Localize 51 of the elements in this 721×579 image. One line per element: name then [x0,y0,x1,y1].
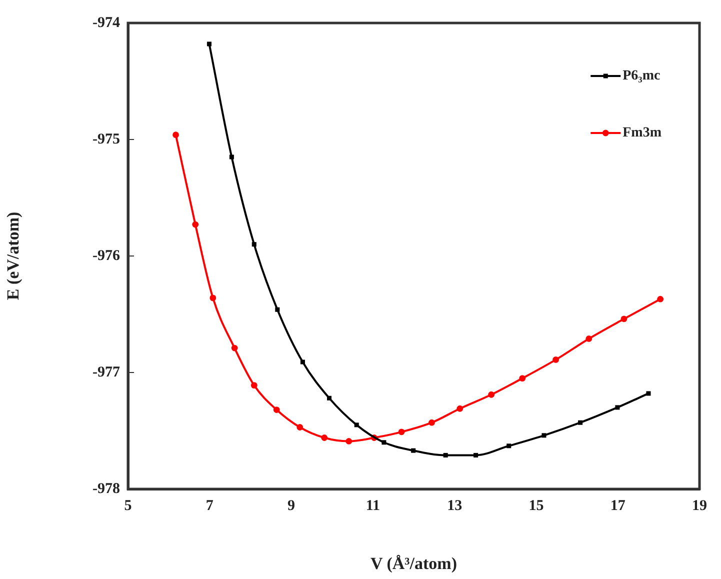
point [250,382,258,389]
point [542,433,546,438]
point [210,294,216,302]
legend-label: Fm3m [622,126,662,141]
point [346,438,352,444]
x-tick-label: 19 [692,498,707,514]
x-tick-label: 9 [288,498,296,514]
point [474,452,478,458]
point [615,405,620,410]
y-tick-label: -974 [92,14,120,31]
x-tick-label: 5 [124,498,132,514]
point [172,132,179,138]
point [296,424,304,430]
x-axis-title: V (Å³/atom) [370,554,457,574]
y-tick-label: -975 [92,131,120,148]
x-tick-label: 7 [206,498,214,514]
point [506,444,512,448]
x-tick-label: 11 [366,498,380,514]
point [488,391,495,398]
point [354,422,359,428]
point [586,336,592,342]
point [646,391,651,396]
y-tick-label: -977 [92,364,120,380]
point [192,221,199,228]
x-tick-label: 15 [528,498,544,514]
x-tick-label: 13 [447,498,462,514]
point [273,406,280,413]
point [252,242,256,247]
point [428,419,435,426]
point [456,405,464,412]
point [229,154,234,160]
point [620,316,628,322]
point [321,434,328,441]
x-tick-label: 17 [610,498,626,514]
point [657,296,664,302]
legend-label: P6₃mc [622,68,660,84]
point [326,396,332,400]
point [519,375,526,382]
point [300,360,305,364]
point [382,440,386,445]
point [552,356,560,363]
point [398,428,405,436]
point [231,344,238,352]
y-axis-title: E (eV/atom) [4,212,23,300]
point [443,452,448,458]
y-tick-label: -976 [92,248,120,264]
point [578,420,583,425]
point [411,448,416,453]
point [275,307,280,312]
point [206,42,212,46]
y-tick-label: -978 [92,480,120,497]
